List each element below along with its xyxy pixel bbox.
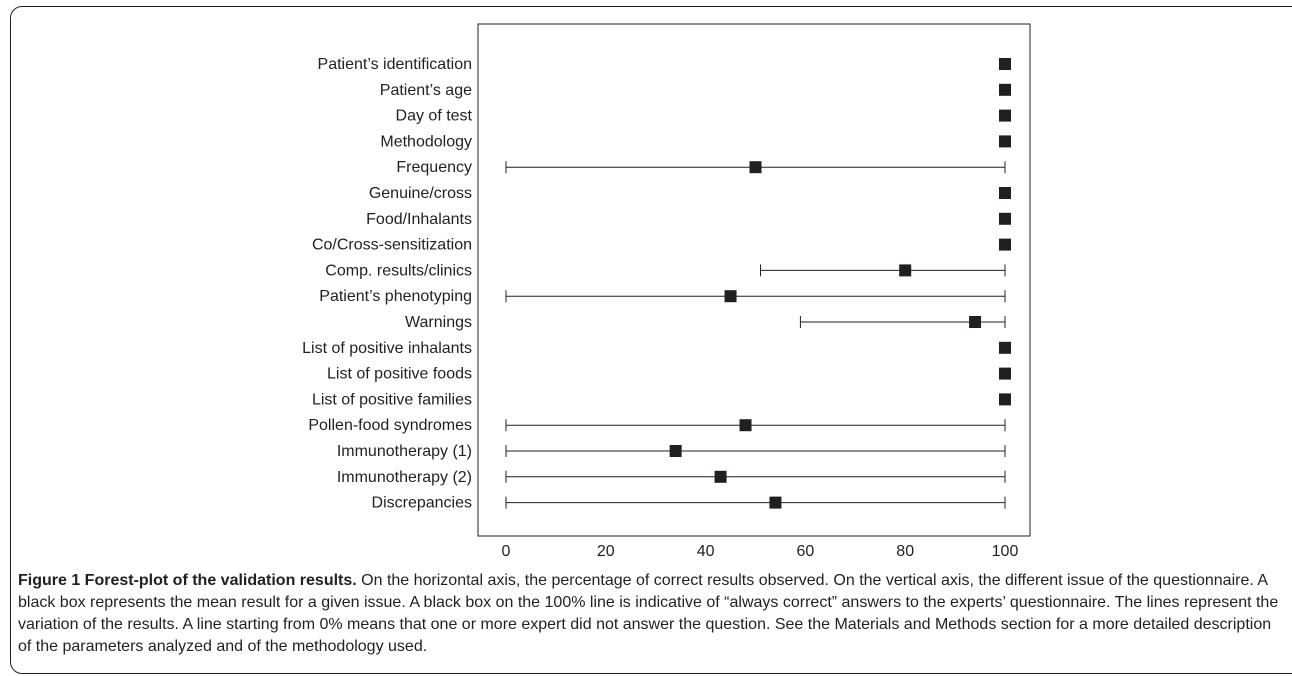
figure-caption: Figure 1 Forest-plot of the validation r… bbox=[18, 570, 1280, 658]
x-tick-label: 40 bbox=[697, 543, 715, 560]
mean-box bbox=[749, 161, 762, 174]
mean-box bbox=[999, 341, 1011, 354]
mean-box bbox=[999, 83, 1011, 96]
category-label: Immunotherapy (2) bbox=[337, 469, 472, 486]
category-label: Genuine/cross bbox=[369, 185, 472, 202]
mean-box bbox=[999, 212, 1011, 225]
mean-box bbox=[769, 496, 782, 509]
category-label: Methodology bbox=[380, 133, 472, 150]
category-label: Frequency bbox=[396, 159, 472, 176]
mean-box bbox=[969, 316, 982, 328]
category-label: Discrepancies bbox=[372, 495, 472, 512]
figure-frame bbox=[10, 6, 1292, 674]
category-label: Comp. results/clinics bbox=[325, 262, 472, 279]
mean-box bbox=[899, 264, 912, 277]
category-label: Food/Inhalants bbox=[366, 211, 472, 228]
category-label: Patient’s identification bbox=[318, 56, 472, 73]
mean-box bbox=[669, 445, 682, 457]
mean-box bbox=[999, 187, 1011, 199]
mean-box bbox=[999, 238, 1011, 251]
x-tick-label: 60 bbox=[797, 543, 815, 560]
x-tick-label: 0 bbox=[502, 543, 511, 560]
mean-box bbox=[999, 135, 1011, 148]
x-axis-ticks: 0 20 40 60 80 100 bbox=[502, 543, 1019, 560]
x-tick-label: 80 bbox=[896, 543, 914, 560]
plot-area-border bbox=[477, 23, 1031, 537]
caption-title: Figure 1 Forest-plot of the validation r… bbox=[18, 572, 357, 589]
category-label: Patient’s age bbox=[380, 82, 472, 99]
category-label: Co/Cross-sensitization bbox=[312, 237, 472, 254]
mean-box bbox=[714, 470, 727, 483]
caption-text: On the horizontal axis, the percentage o… bbox=[18, 572, 1279, 655]
mean-box bbox=[999, 109, 1011, 122]
x-tick-label: 100 bbox=[992, 543, 1019, 560]
category-label: Day of test bbox=[396, 108, 473, 125]
mean-box bbox=[999, 58, 1011, 70]
category-label: Immunotherapy (1) bbox=[337, 443, 472, 460]
mean-box bbox=[739, 419, 752, 432]
mean-box bbox=[724, 290, 737, 303]
x-tick-label: 20 bbox=[597, 543, 615, 560]
category-label: Warnings bbox=[405, 314, 472, 331]
category-label: Pollen-food syndromes bbox=[308, 417, 472, 434]
category-label: List of positive foods bbox=[327, 366, 472, 383]
category-label: List of positive inhalants bbox=[302, 340, 472, 357]
category-label: List of positive families bbox=[312, 391, 472, 408]
mean-box bbox=[999, 393, 1011, 406]
forest-plot: Patient’s identification Patient’s age Day… bbox=[302, 23, 1031, 560]
category-label: Patient’s phenotyping bbox=[319, 288, 472, 305]
forest-rows: Patient’s identification Patient’s age Day… bbox=[302, 56, 1011, 512]
mean-box bbox=[999, 367, 1011, 380]
